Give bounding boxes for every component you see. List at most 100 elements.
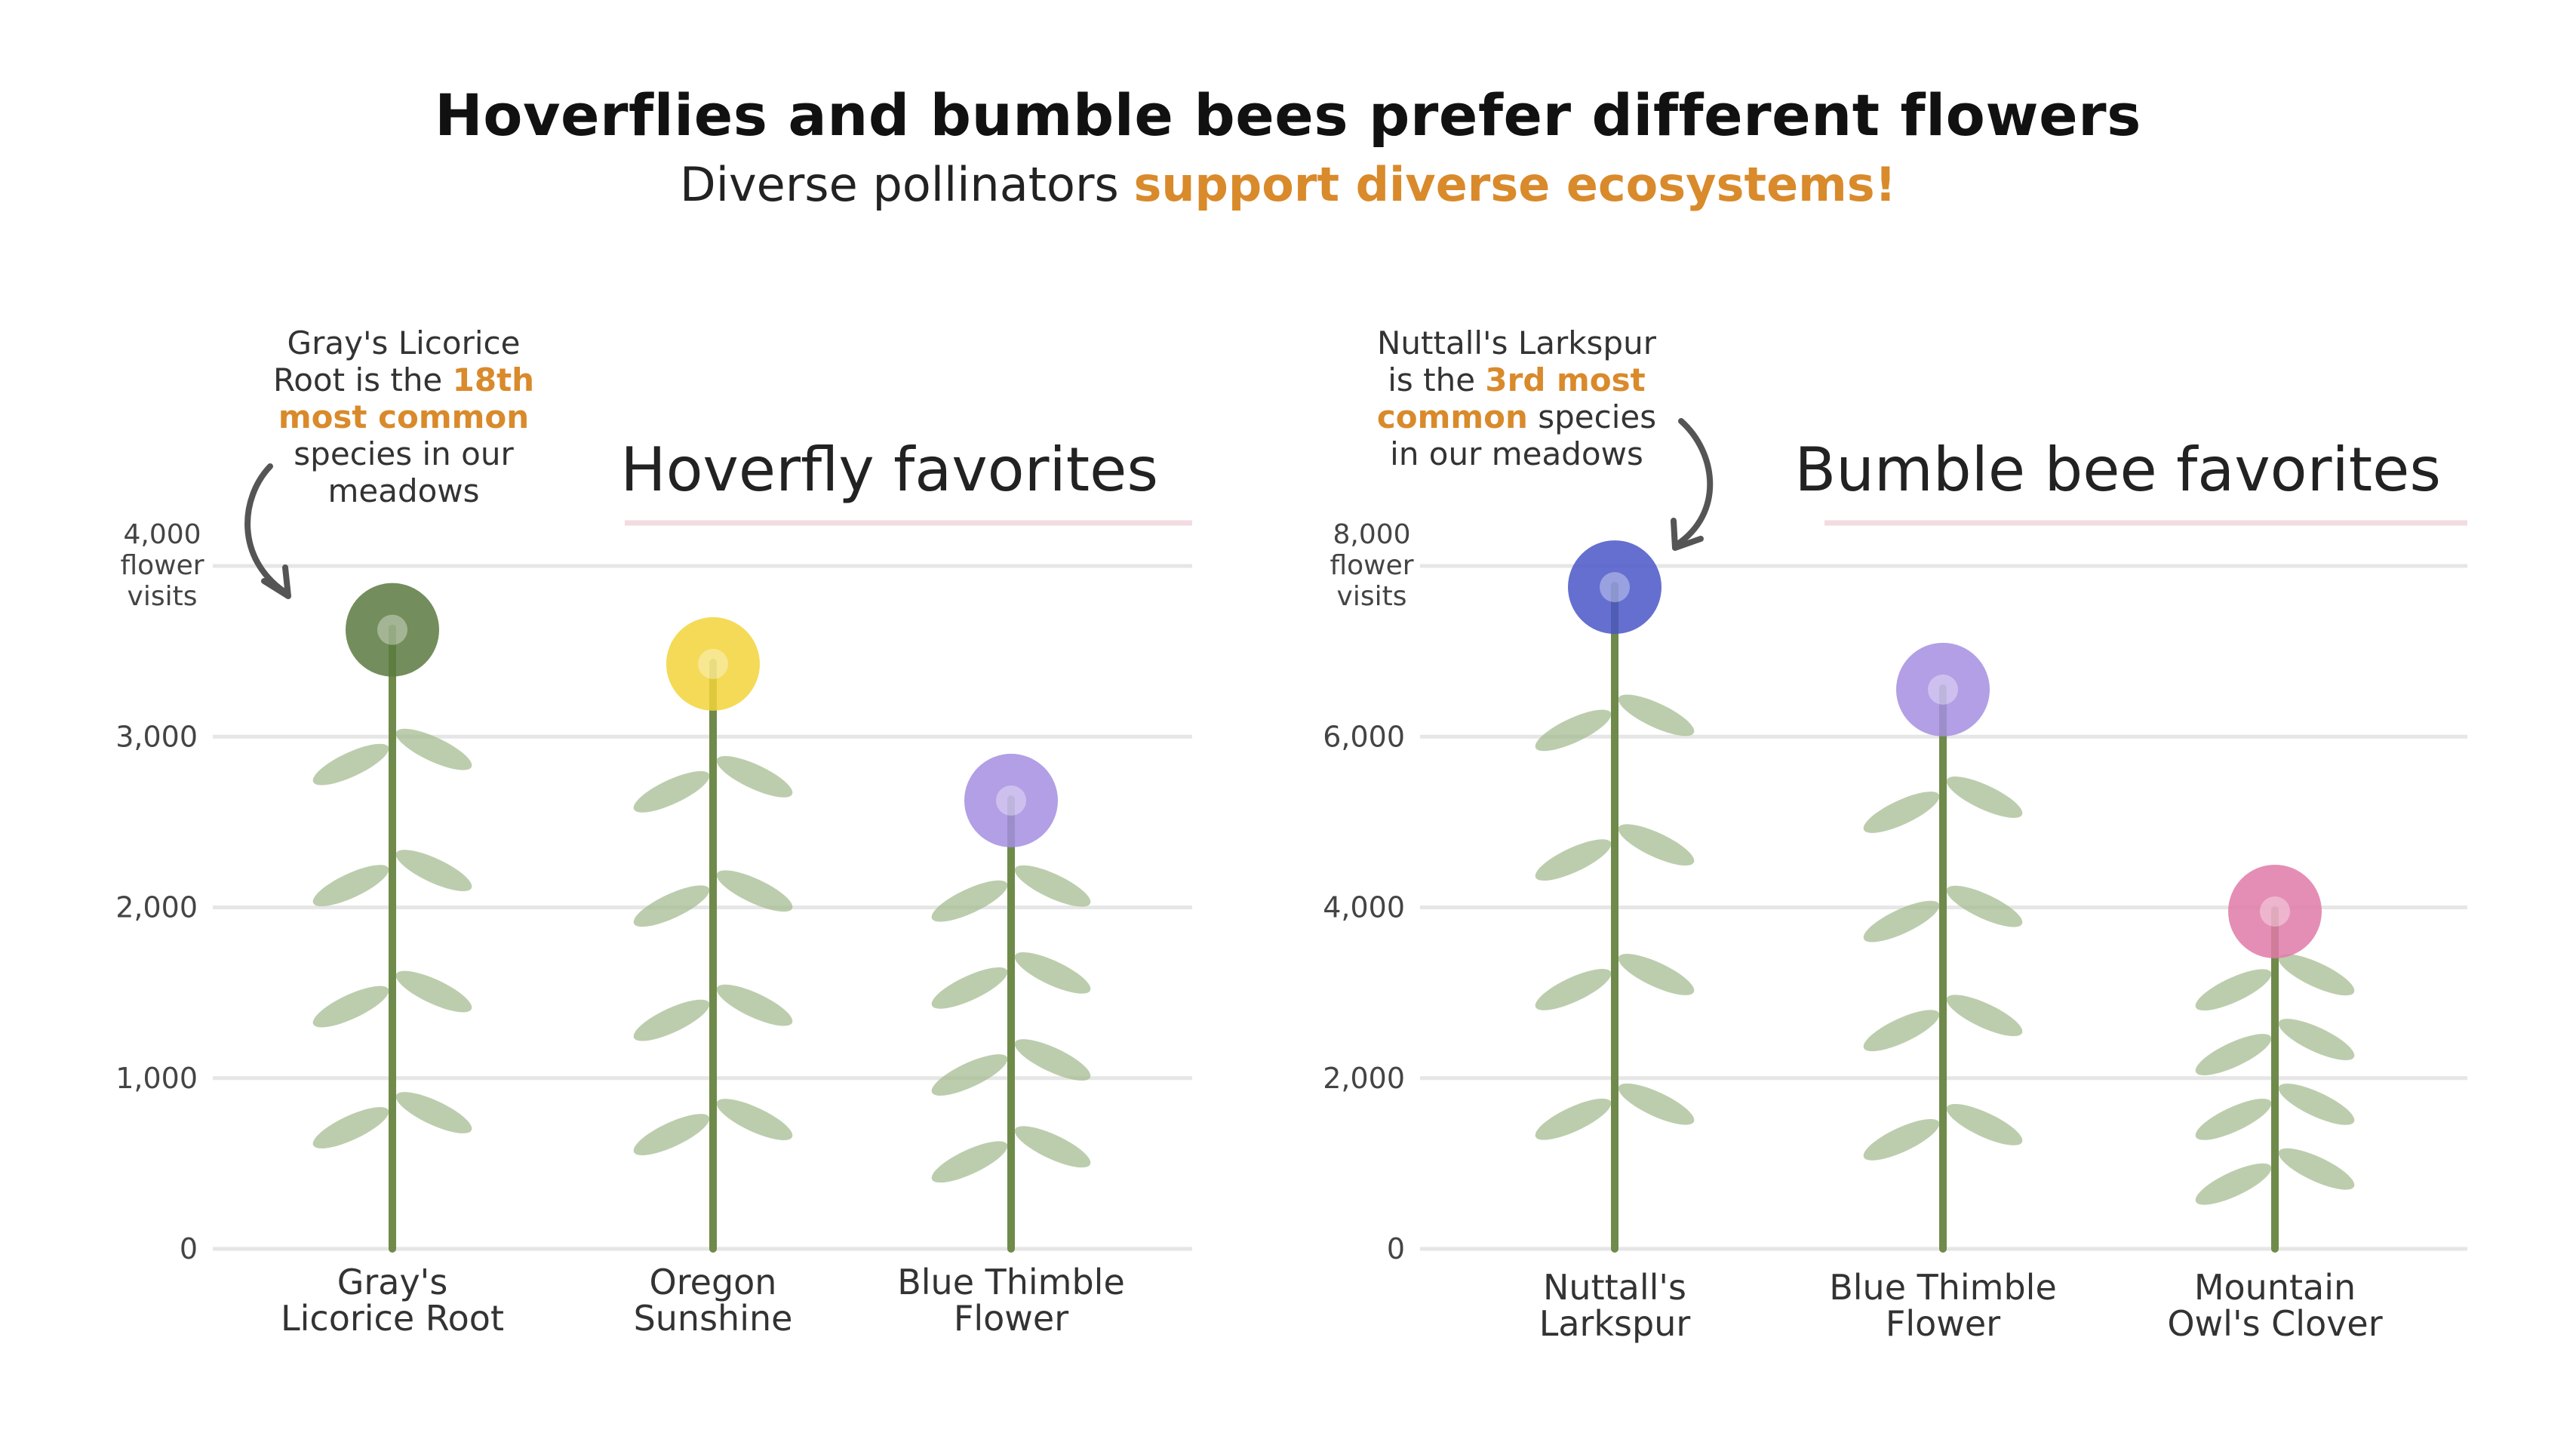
hoverfly-bar-flower-center xyxy=(698,648,728,679)
bumblebee-annotation-line3: common species xyxy=(1336,398,1698,435)
bumblebee-bar-leaf xyxy=(2278,1148,2355,1190)
bumblebee-bar-leaf xyxy=(2195,1098,2272,1140)
hoverfly-chart: Hoverfly favorites 0 1,000 2,000 3,000 4,000 f… xyxy=(115,435,1192,1339)
hoverfly-annotation-line2: Root is the 18th xyxy=(253,361,555,398)
bumblebee-chart-title: Bumble bee favorites xyxy=(1794,435,2441,505)
bumblebee-bar-flower-center xyxy=(2260,896,2290,927)
hoverfly-bar-flower-center xyxy=(377,614,407,645)
bumblebee-annotation-line3b: species xyxy=(1527,398,1657,435)
subtitle-highlight: support diverse ecosystems! xyxy=(1133,157,1896,212)
bumblebee-ylabel: 8,000 flower visits xyxy=(1329,519,1413,612)
hoverfly-bar-leaf xyxy=(1014,1039,1091,1081)
bumblebee-bar-flower xyxy=(1568,540,1661,635)
bumblebee-bar-leaf xyxy=(1535,1098,1612,1140)
hoverfly-ytick-label: 3,000 xyxy=(115,720,198,753)
hoverfly-bar-leaf xyxy=(716,1099,793,1140)
hoverfly-bar-leaf xyxy=(312,865,389,906)
bumblebee-bar-leaf xyxy=(1946,995,2023,1037)
hoverfly-ytick-label: 2,000 xyxy=(115,891,198,924)
bumblebee-category-label: Nuttall's Larkspur xyxy=(1539,1267,1691,1344)
bumblebee-bar-leaf xyxy=(1618,1083,1695,1125)
bumblebee-bar-leaf xyxy=(1863,1010,1940,1052)
hoverfly-ytick-label: 0 xyxy=(180,1232,198,1265)
hoverfly-annotation-line4: species in our xyxy=(294,435,514,472)
hoverfly-bar-leaf xyxy=(395,970,472,1013)
hoverfly-bar-flower xyxy=(346,583,439,677)
bumblebee-annotation-line4: in our meadows xyxy=(1390,435,1643,472)
bumblebee-bar-leaf xyxy=(1618,824,1695,866)
bumblebee-bar-leaf xyxy=(2195,1163,2272,1205)
hoverfly-bar-leaf xyxy=(312,743,389,786)
hoverfly-annotation-line2a: Root is the xyxy=(272,361,453,398)
bumblebee-annotation-rank: 3rd most xyxy=(1485,361,1646,398)
hoverfly-bar-flower-center xyxy=(996,785,1026,816)
hoverfly-bar-flower xyxy=(666,617,760,711)
bumblebee-bar-flower xyxy=(2228,864,2322,958)
bumblebee-bar-flower-center xyxy=(1928,674,1958,705)
bumblebee-ytick-label: 0 xyxy=(1387,1232,1405,1265)
bumblebee-bar-leaf xyxy=(1946,776,2023,818)
bumblebee-bar-leaf xyxy=(1535,839,1612,881)
bumblebee-bar-leaf xyxy=(1946,1103,2023,1145)
bumblebee-bar-leaf xyxy=(2278,1019,2355,1060)
hoverfly-bar-leaf xyxy=(633,999,710,1041)
hoverfly-bar-leaf xyxy=(312,1107,389,1148)
bumblebee-ytick-label: 2,000 xyxy=(1323,1062,1405,1095)
bumblebee-annotation-line2a: is the xyxy=(1388,361,1486,398)
subtitle-prefix: Diverse pollinators xyxy=(680,157,1134,212)
bumblebee-bar-flower-center xyxy=(1600,572,1630,603)
bumblebee-bar-leaf xyxy=(1535,709,1612,752)
bumblebee-bar-leaf xyxy=(2278,1083,2355,1125)
hoverfly-bar-leaf xyxy=(633,1114,710,1155)
hoverfly-annotation-line5: meadows xyxy=(327,472,480,509)
hoverfly-bar-leaf xyxy=(931,880,1008,922)
hoverfly-category-label: Blue Thimble Flower xyxy=(897,1262,1125,1339)
bumblebee-bar-leaf xyxy=(2278,954,2355,996)
hoverfly-bar-leaf xyxy=(1014,952,1091,994)
hoverfly-annotation-arrow xyxy=(244,463,288,595)
hoverfly-bar-leaf xyxy=(395,850,472,891)
hoverfly-annotation-arrowhead xyxy=(261,564,291,599)
hoverfly-bar-leaf xyxy=(716,755,793,798)
hoverfly-bar-leaf xyxy=(395,728,472,770)
bumblebee-bar-flower xyxy=(1896,642,1990,736)
bumblebee-bar-leaf xyxy=(1863,792,1940,833)
hoverfly-bar-leaf xyxy=(931,1141,1008,1183)
bumblebee-chart: Bumble bee favorites 0 2,000 4,000 6,000 8,00… xyxy=(1323,435,2467,1344)
page-subtitle: Diverse pollinators support diverse ecos… xyxy=(0,157,2576,212)
bumblebee-bar-leaf xyxy=(2195,1034,2272,1075)
hoverfly-bar-flower xyxy=(964,753,1058,847)
hoverfly-annotation-line1: Gray's Licorice xyxy=(287,324,521,361)
hoverfly-bar-leaf xyxy=(931,1054,1008,1096)
hoverfly-bar-leaf xyxy=(312,986,389,1028)
hoverfly-chart-title: Hoverfly favorites xyxy=(620,435,1158,505)
hoverfly-category-label: Oregon Sunshine xyxy=(634,1262,793,1339)
bumblebee-annotation-line1: Nuttall's Larkspur xyxy=(1377,324,1656,361)
bumblebee-bar-leaf xyxy=(1618,954,1695,995)
bumblebee-annotation-line2: is the 3rd most xyxy=(1336,361,1698,398)
bumblebee-bar-leaf xyxy=(1946,885,2023,927)
hoverfly-bar-leaf xyxy=(716,870,793,912)
bumblebee-annotation-arrowhead xyxy=(1671,518,1704,551)
hoverfly-bar-leaf xyxy=(1014,865,1091,907)
bumblebee-bar-leaf xyxy=(2195,969,2272,1011)
hoverfly-ytick-label: 1,000 xyxy=(115,1062,198,1095)
bumblebee-bar-leaf xyxy=(1863,900,1940,942)
hoverfly-bar-leaf xyxy=(633,885,710,927)
hoverfly-annotation-line3: most common xyxy=(278,398,530,435)
hoverfly-bar-leaf xyxy=(395,1092,472,1133)
bumblebee-bar-leaf xyxy=(1535,969,1612,1010)
page-title: Hoverflies and bumble bees prefer differ… xyxy=(435,81,2141,149)
hoverfly-annotation: Gray's Licorice Root is the 18th most co… xyxy=(253,324,555,509)
hoverfly-category-label: Gray's Licorice Root xyxy=(281,1262,504,1339)
hoverfly-bar-leaf xyxy=(716,984,793,1026)
bumblebee-annotation-arrow xyxy=(1674,418,1714,548)
hoverfly-annotation-rank: 18th xyxy=(452,361,535,398)
bumblebee-bar-leaf xyxy=(1618,694,1695,736)
bumblebee-category-label: Mountain Owl's Clover xyxy=(2167,1267,2382,1344)
bumblebee-annotation: Nuttall's Larkspur is the 3rd most commo… xyxy=(1336,324,1698,472)
bumblebee-annotation-line3a: common xyxy=(1376,398,1528,435)
bumblebee-category-label: Blue Thimble Flower xyxy=(1829,1267,2057,1344)
bumblebee-ytick-label: 4,000 xyxy=(1323,891,1405,924)
